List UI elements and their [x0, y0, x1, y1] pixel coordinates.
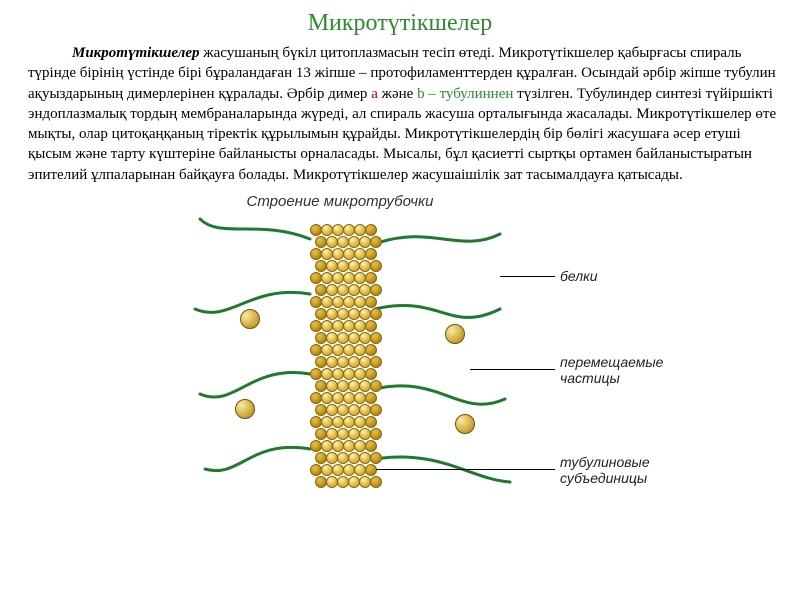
page-title: Микротүтікшелер — [0, 0, 800, 43]
label-line — [470, 369, 555, 370]
label-subunits-l1: тубулиновые — [560, 454, 650, 470]
label-subunits-l2: субъединицы — [560, 470, 647, 486]
body-paragraph: Микротүтікшелер жасушаның бүкіл цитоплаз… — [0, 43, 800, 185]
microtubule-diagram: белки перемещаемые частицы тубулиновые с… — [140, 214, 660, 514]
label-particles-l2: частицы — [560, 370, 620, 386]
cargo-particle — [235, 399, 255, 419]
cargo-particle — [240, 309, 260, 329]
lead-term: Микротүтікшелер — [72, 45, 200, 61]
title-text: Микротүтікшелер — [308, 10, 493, 36]
diagram-title: Строение микротрубочки — [0, 193, 800, 210]
label-particles-l1: перемещаемые — [560, 354, 663, 370]
label-line — [500, 276, 555, 277]
label-particles: перемещаемые частицы — [560, 354, 663, 386]
label-line — [376, 469, 555, 470]
highlight-a: а — [371, 86, 378, 102]
cargo-particle — [455, 414, 475, 434]
label-proteins: белки — [560, 268, 598, 284]
microtubule-cylinder — [310, 224, 376, 484]
highlight-b: b – тубулиннен — [417, 86, 513, 102]
label-subunits: тубулиновые субъединицы — [560, 454, 650, 486]
cargo-particle — [445, 324, 465, 344]
para-mid: және — [378, 86, 417, 102]
